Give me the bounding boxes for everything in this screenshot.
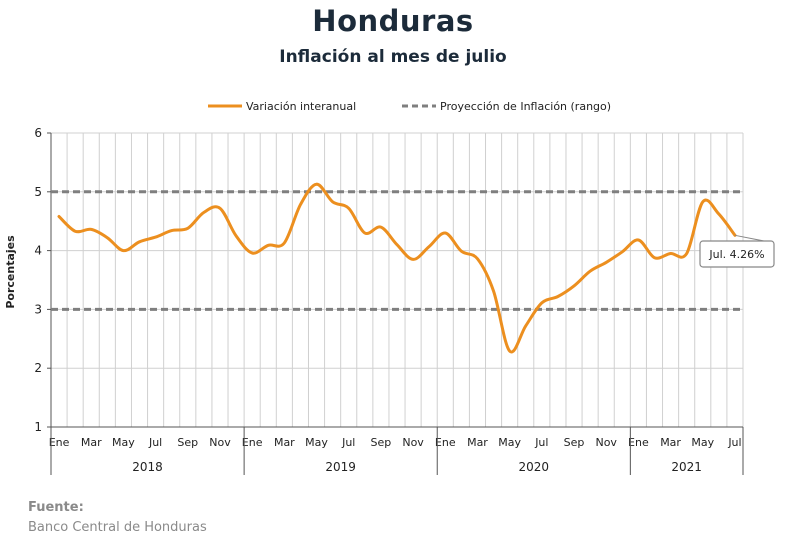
x-tick-label: May (112, 436, 135, 449)
y-tick-label: 1 (34, 420, 42, 434)
y-tick-label: 3 (34, 302, 42, 316)
x-tick-label: Sep (564, 436, 585, 449)
annotation-leader (734, 234, 765, 242)
chart-grid (50, 132, 744, 428)
x-tick-label: Jul (727, 436, 741, 449)
x-tick-label: Mar (467, 436, 488, 449)
x-tick-label: Mar (81, 436, 102, 449)
series-variacion-interanual (57, 182, 737, 354)
y-tick-label: 6 (34, 126, 42, 140)
legend-label-series: Variación interanual (246, 100, 356, 113)
y-axis-label: Porcentajes (4, 235, 17, 309)
y-tick-label: 5 (34, 185, 42, 199)
series-line (57, 182, 737, 354)
x-tick-label: Nov (595, 436, 617, 449)
x-tick-label: Sep (371, 436, 392, 449)
year-label: 2018 (132, 460, 163, 474)
inflation-line-chart: Variación interanual Proyección de Infla… (4, 100, 775, 475)
x-tick-label: Jul (341, 436, 355, 449)
source-text: Banco Central de Honduras (28, 520, 207, 535)
chart-title: Honduras (312, 4, 474, 38)
x-tick-label: May (498, 436, 521, 449)
x-tick-label: Ene (242, 436, 263, 449)
last-value-annotation: Jul. 4.26% (699, 234, 775, 268)
x-tick-label: Jul (534, 436, 548, 449)
year-label: 2020 (519, 460, 550, 474)
x-tick-label: Ene (49, 436, 70, 449)
chart-subtitle: Inflación al mes de julio (279, 47, 507, 67)
x-tick-label: Mar (660, 436, 681, 449)
y-tick-label: 2 (34, 361, 42, 375)
y-tick-label: 4 (34, 244, 42, 258)
annotation-box (699, 240, 775, 268)
x-tick-label: May (305, 436, 328, 449)
x-tick-label: Sep (177, 436, 198, 449)
x-tick-label: Ene (628, 436, 649, 449)
x-tick-label: Nov (402, 436, 424, 449)
x-tick-label: May (691, 436, 714, 449)
chart-legend: Variación interanual Proyección de Infla… (208, 100, 611, 113)
year-label: 2019 (325, 460, 356, 474)
year-label: 2021 (671, 460, 702, 474)
x-tick-label: Mar (274, 436, 295, 449)
y-axis: 1 2 3 4 5 6 (34, 126, 52, 434)
x-tick-label: Jul (148, 436, 162, 449)
legend-label-projection: Proyección de Inflación (rango) (440, 100, 611, 113)
x-tick-label: Ene (435, 436, 456, 449)
source-label: Fuente: (28, 500, 84, 515)
x-axis: Ene Mar May Jul Sep Nov Ene Mar May Jul Sep Nov Ene M… (49, 426, 744, 475)
projection-range-lines (51, 190, 743, 311)
annotation-label: Jul. 4.26% (708, 248, 764, 261)
x-tick-label: Nov (209, 436, 231, 449)
